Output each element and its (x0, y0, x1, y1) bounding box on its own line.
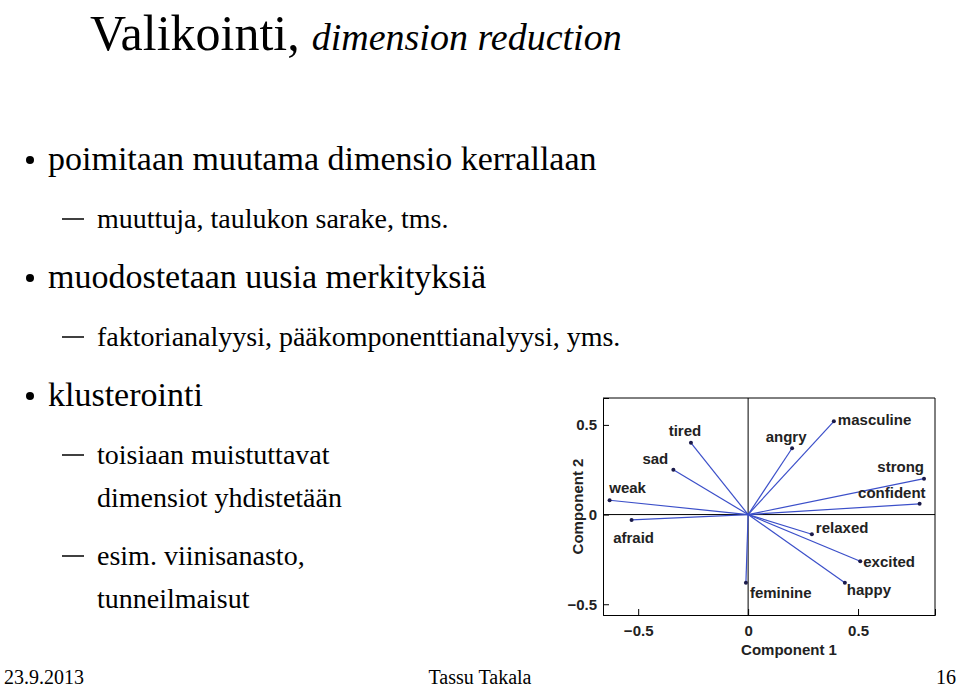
vector-end (810, 532, 814, 536)
vector-label: afraid (613, 529, 654, 546)
y-axis: −0.5 0 0.5 (567, 399, 609, 616)
vector-end (790, 446, 794, 450)
x-tick-label: −0.5 (624, 622, 654, 639)
vector-end (630, 518, 634, 522)
x-tick: 0.5 (848, 609, 869, 639)
axis-line (604, 399, 610, 616)
slide: Valikointi, dimension reduction poimitaan … (0, 0, 960, 689)
sub-text: esim. viinisanasto, (97, 540, 305, 571)
bullet-text: muodostetaan uusia merkityksiä (48, 258, 486, 295)
y-tick-label: 0.5 (576, 416, 597, 433)
x-axis-title: Component 1 (741, 641, 837, 658)
footer-author: Tassu Takala (429, 666, 532, 688)
chart: −0.5 0 0.5 −0.5 0 0.5 tiredsad weak afraid angry m… (567, 398, 935, 658)
sub-dash (62, 454, 84, 456)
vector-label: sad (642, 450, 668, 467)
bullet-dot (26, 156, 34, 164)
vector-end (744, 581, 748, 585)
vector-end (671, 468, 675, 472)
axis-line (604, 609, 936, 616)
y-tick-mark (603, 604, 609, 605)
plot-area (603, 398, 935, 615)
vector-end (832, 419, 836, 423)
vector-label: happy (847, 581, 892, 598)
title-english: dimension reduction (312, 16, 622, 58)
vector-label: masculine (838, 411, 911, 428)
vector-label: weak (608, 479, 646, 496)
vector-label: relaxed (816, 519, 869, 536)
y-axis-title: Component 2 (569, 459, 586, 555)
loading-vector (746, 515, 748, 583)
slide-title: Valikointi, dimension reduction (90, 5, 622, 61)
sub-text: tunneilmaisut (97, 583, 250, 614)
x-tick: −0.5 (624, 609, 654, 639)
loading-vector (691, 443, 748, 515)
vector-end (689, 441, 693, 445)
frame-right (935, 398, 936, 615)
sub-dash (62, 336, 84, 338)
sub-text: toisiaan muistuttavat (97, 439, 330, 470)
x-tick-mark (638, 609, 639, 615)
vector-end (858, 559, 862, 563)
bullet-dot (26, 392, 34, 400)
sub-dash (62, 555, 84, 557)
vector-label: angry (766, 428, 808, 445)
y-tick-mark (603, 425, 609, 426)
footer-page: 16 (936, 666, 956, 688)
loading-vector (748, 504, 919, 515)
vector-label: tired (669, 422, 702, 439)
bullet-text: poimitaan muutama dimensio kerrallaan (48, 140, 597, 177)
loading-vector (610, 500, 749, 514)
y-tick: −0.5 (567, 596, 609, 613)
loading-vector (632, 515, 749, 520)
x-tick-label: 0 (744, 622, 752, 639)
vector-label: feminine (750, 584, 812, 601)
bullet-text: klusterointi (48, 376, 203, 413)
loading-vector (748, 515, 812, 535)
sub-text: muuttuja, taulukon sarake, tms. (97, 203, 449, 234)
y-tick: 0.5 (576, 416, 609, 433)
x-axis: −0.5 0 0.5 (604, 609, 936, 639)
y-tick-label: −0.5 (567, 596, 597, 613)
sub-text: dimensiot yhdistetään (97, 482, 342, 513)
vector-end (608, 498, 612, 502)
vector-label: strong (877, 458, 924, 475)
vector-end (922, 477, 926, 481)
x-tick-mark (858, 609, 859, 615)
sub-dash (62, 218, 84, 220)
loading-vector (748, 421, 834, 514)
vector-label: excited (863, 553, 915, 570)
title-main: Valikointi, (90, 5, 300, 61)
sub-text: faktorianalyysi, pääkomponenttianalyysi,… (97, 321, 620, 352)
footer-date: 23.9.2013 (4, 666, 84, 688)
origin-horizontal (603, 514, 935, 515)
vector-end (918, 502, 922, 506)
loading-vector (748, 448, 792, 514)
vector-label: confident (858, 484, 926, 501)
y-tick-label: 0 (589, 506, 597, 523)
bullet-dot (26, 274, 34, 282)
frame-top (603, 398, 935, 399)
x-tick-label: 0.5 (848, 622, 869, 639)
